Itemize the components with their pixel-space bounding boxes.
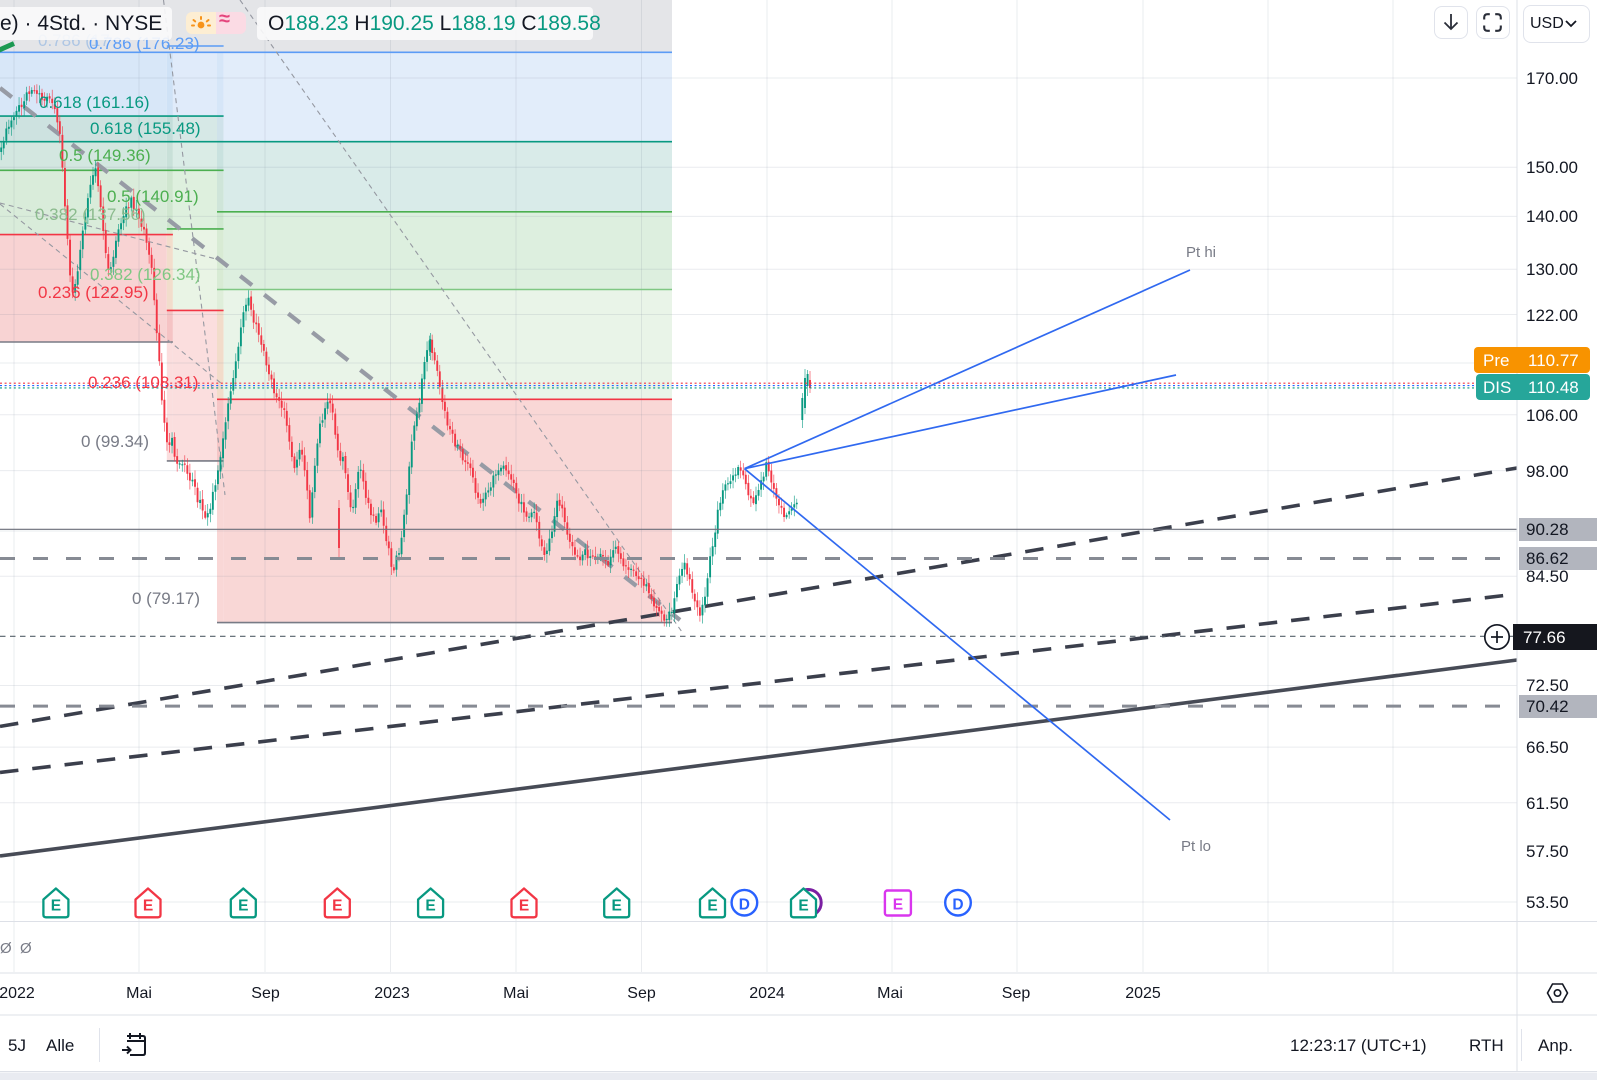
svg-text:E: E [332, 898, 342, 915]
svg-text:D: D [739, 897, 750, 914]
svg-text:E: E [612, 898, 622, 915]
svg-text:E: E [425, 898, 435, 915]
svg-text:E: E [798, 898, 808, 915]
svg-text:E: E [143, 898, 153, 915]
svg-text:D: D [952, 897, 963, 914]
svg-text:E: E [51, 898, 61, 915]
svg-text:E: E [519, 898, 529, 915]
svg-text:E: E [893, 897, 903, 914]
svg-text:E: E [707, 898, 717, 915]
svg-text:E: E [238, 898, 248, 915]
